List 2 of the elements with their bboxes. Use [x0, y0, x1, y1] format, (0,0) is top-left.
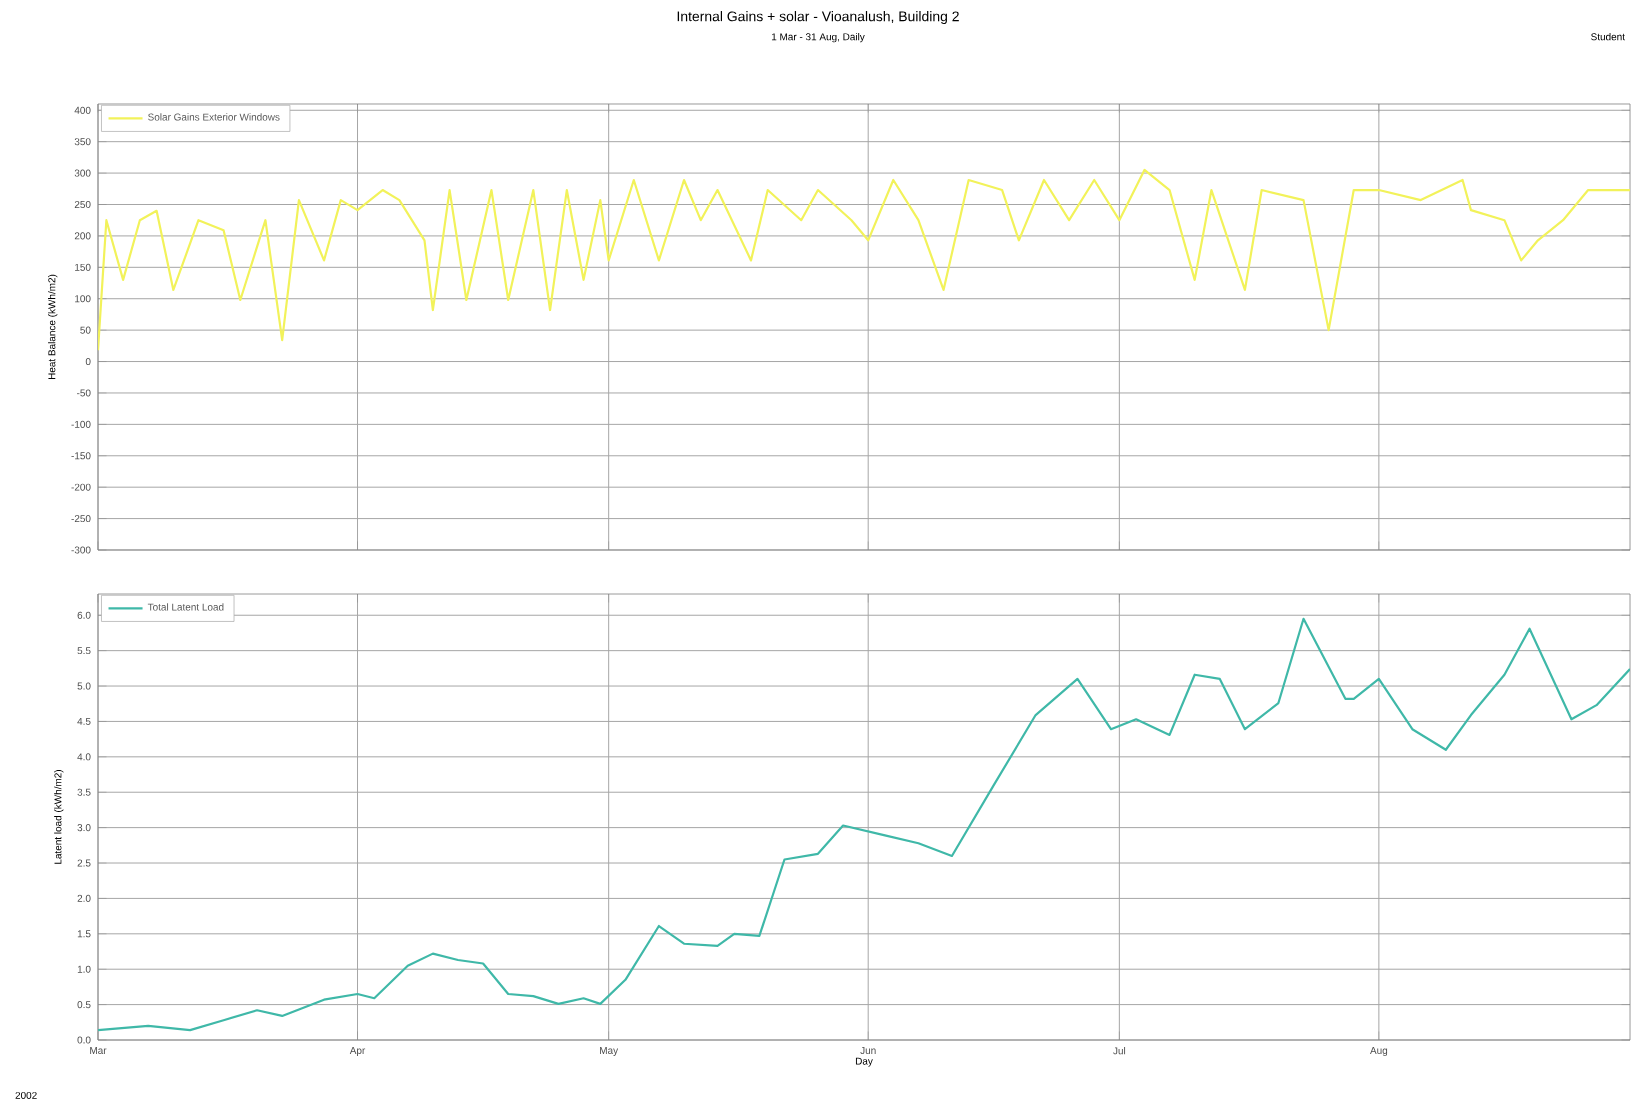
line-series	[98, 617, 1631, 1032]
line-series	[98, 168, 1631, 352]
